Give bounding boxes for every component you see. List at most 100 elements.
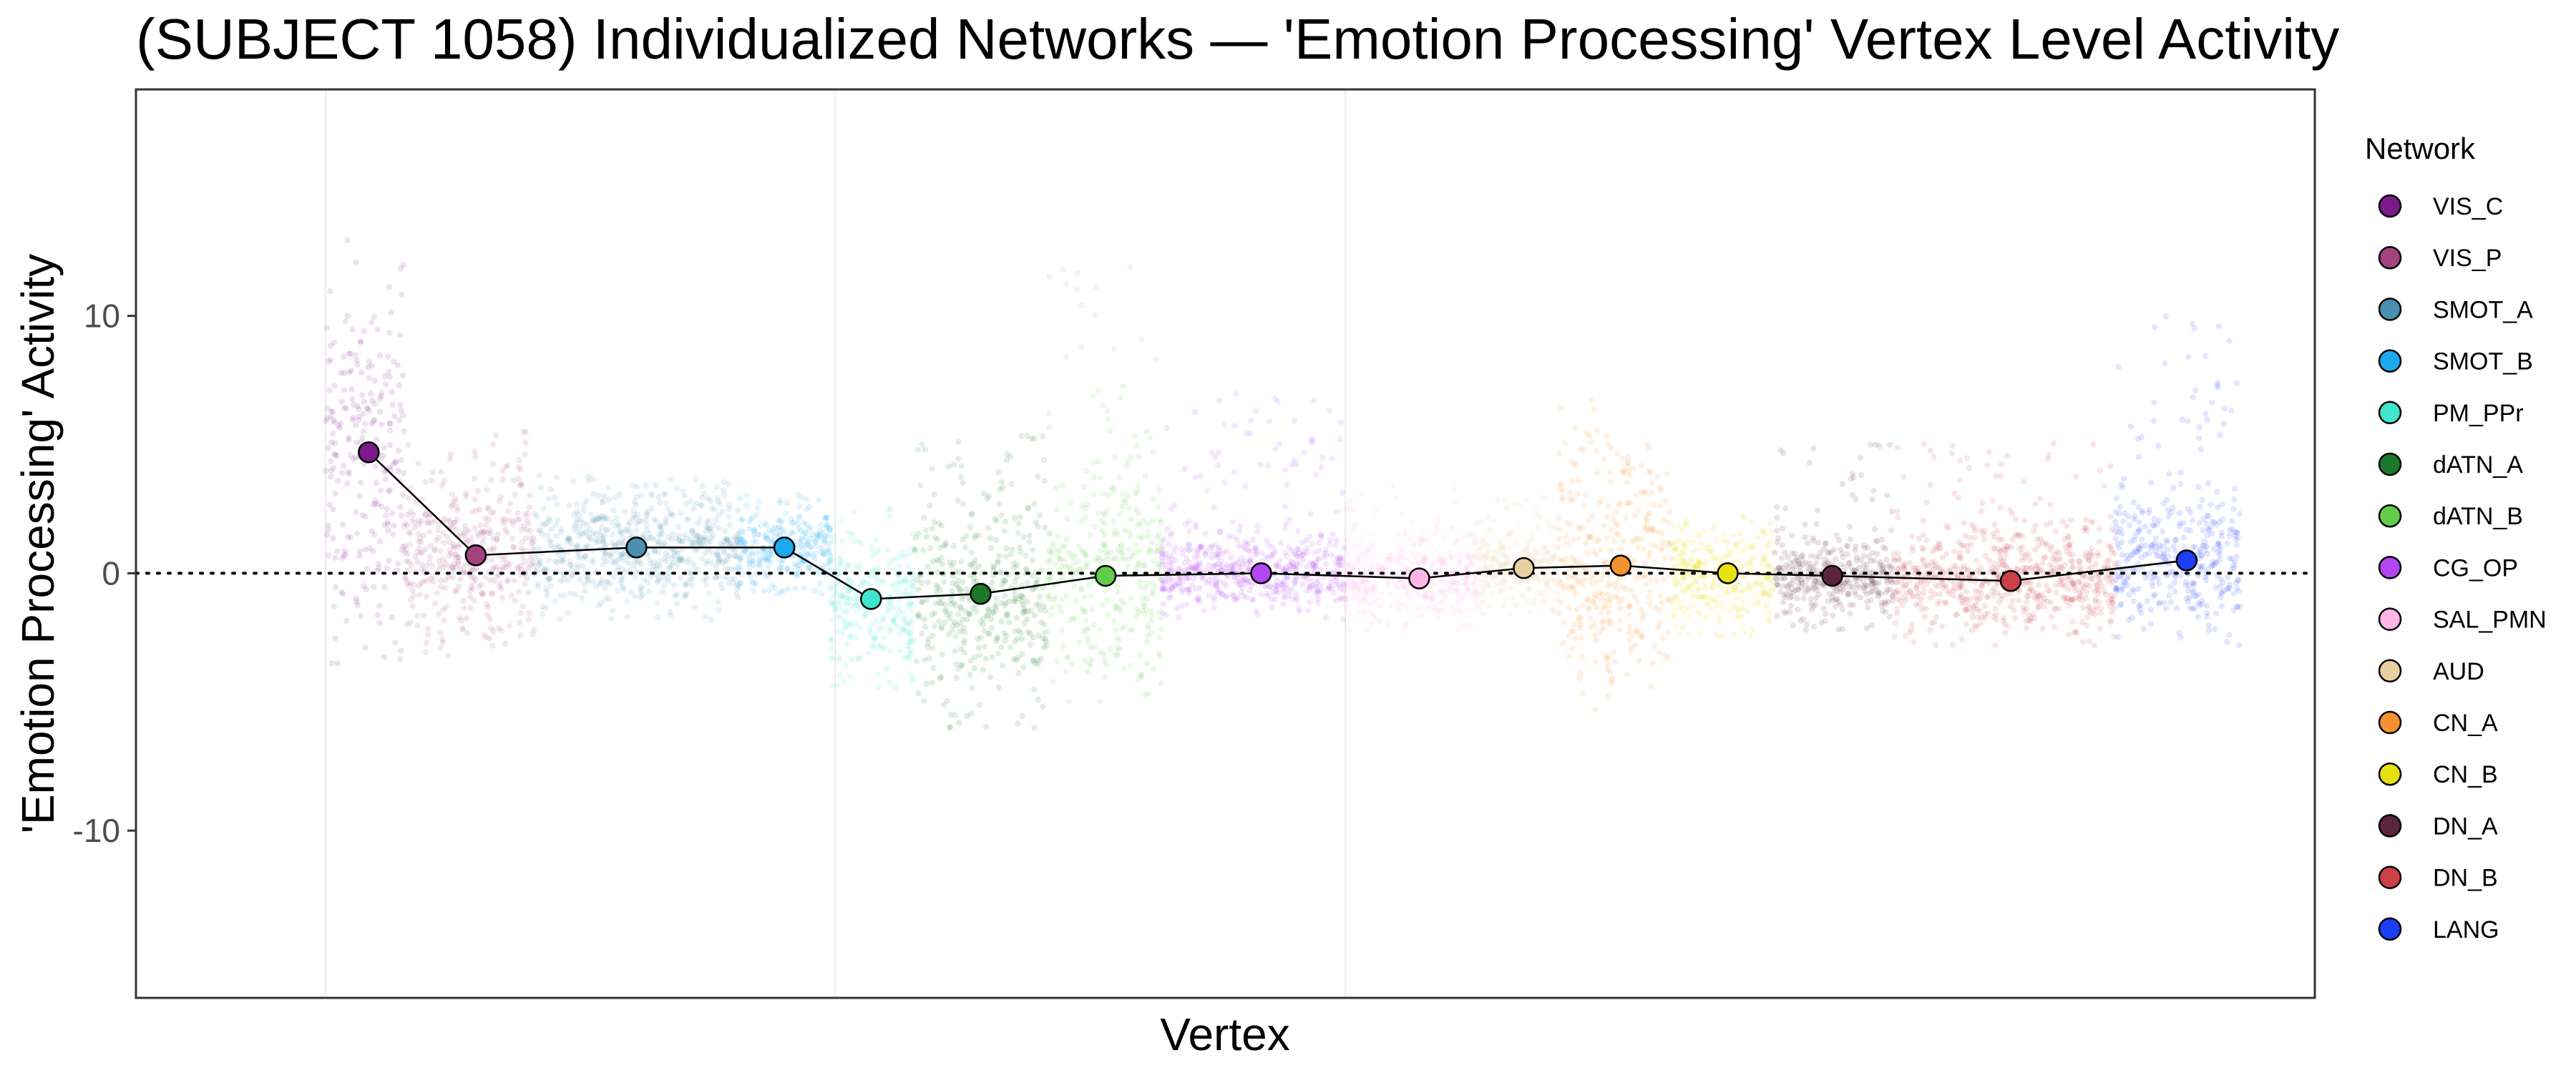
- vertex-point: [806, 564, 812, 570]
- vertex-point: [1492, 582, 1498, 588]
- vertex-point: [724, 538, 731, 544]
- vertex-point: [331, 419, 338, 426]
- vertex-point: [1253, 544, 1259, 551]
- vertex-point: [333, 584, 339, 590]
- vertex-point: [1194, 549, 1200, 556]
- vertex-point: [1438, 600, 1445, 607]
- vertex-point: [706, 590, 712, 597]
- vertex-point: [1153, 548, 1160, 555]
- vertex-point: [1766, 617, 1773, 624]
- vertex-point: [1591, 632, 1598, 639]
- vertex-point: [1127, 534, 1134, 540]
- vertex-point: [1428, 587, 1434, 594]
- vertex-point: [1777, 589, 1784, 595]
- vertex-point: [414, 622, 421, 629]
- vertex-point: [1581, 577, 1588, 583]
- vertex-point: [516, 588, 522, 595]
- vertex-point: [452, 589, 459, 595]
- vertex-point: [1048, 575, 1054, 582]
- vertex-point: [611, 542, 618, 549]
- vertex-point: [721, 479, 727, 486]
- vertex-point: [456, 554, 462, 561]
- vertex-point: [1136, 454, 1142, 460]
- vertex-point: [1449, 604, 1455, 611]
- vertex-point: [416, 538, 422, 545]
- vertex-point: [406, 582, 413, 589]
- vertex-point: [544, 589, 550, 595]
- vertex-point: [1375, 602, 1382, 609]
- vertex-point: [1853, 554, 1860, 561]
- vertex-point: [460, 530, 467, 537]
- vertex-point: [537, 527, 544, 534]
- vertex-point: [1024, 433, 1030, 439]
- vertex-point: [355, 416, 362, 423]
- vertex-point: [828, 636, 834, 642]
- vertex-point: [1002, 599, 1009, 607]
- vertex-point: [665, 579, 672, 585]
- vertex-point: [1712, 597, 1719, 603]
- vertex-point: [716, 574, 723, 580]
- vertex-point: [616, 523, 623, 529]
- vertex-point: [731, 534, 737, 542]
- vertex-point: [364, 566, 370, 572]
- vertex-point: [1779, 525, 1786, 532]
- vertex-point: [557, 557, 564, 564]
- vertex-point: [894, 624, 902, 630]
- vertex-point: [875, 547, 882, 554]
- vertex-point: [656, 533, 663, 539]
- vertex-point: [1046, 596, 1053, 602]
- vertex-point: [682, 594, 688, 600]
- vertex-point: [907, 640, 914, 646]
- vertex-point: [1763, 574, 1770, 582]
- vertex-point: [803, 534, 809, 541]
- vertex-point: [821, 552, 827, 558]
- vertex-point: [1136, 547, 1143, 554]
- vertex-point: [1000, 484, 1006, 491]
- vertex-point: [509, 521, 516, 528]
- vertex-point: [1559, 558, 1566, 564]
- vertex-point: [402, 575, 409, 582]
- vertex-point: [638, 493, 644, 499]
- vertex-point: [365, 364, 371, 371]
- vertex-point: [1496, 587, 1503, 593]
- vertex-point: [773, 529, 780, 536]
- vertex-point: [1533, 509, 1539, 516]
- vertex-point: [1404, 565, 1411, 572]
- vertex-point: [439, 482, 445, 489]
- vertex-point: [366, 358, 372, 365]
- vertex-point: [507, 623, 513, 629]
- vertex-point: [731, 553, 738, 559]
- vertex-point: [957, 628, 964, 635]
- vertex-point: [1312, 562, 1319, 569]
- vertex-point: [341, 548, 348, 554]
- vertex-point: [799, 536, 806, 542]
- vertex-point: [880, 614, 887, 621]
- vertex-point: [517, 562, 525, 569]
- vertex-point: [671, 582, 678, 589]
- vertex-point: [962, 544, 969, 551]
- vertex-point: [1870, 487, 1877, 494]
- vertex-point: [777, 557, 784, 564]
- vertex-point: [903, 655, 910, 661]
- vertex-point: [1096, 459, 1102, 465]
- vertex-point: [531, 510, 538, 516]
- vertex-point: [1716, 618, 1723, 624]
- vertex-point: [436, 567, 442, 573]
- vertex-point: [592, 530, 599, 537]
- vertex-point: [1151, 558, 1157, 564]
- vertex-point: [609, 519, 616, 526]
- vertex-point: [1579, 582, 1586, 589]
- vertex-point: [731, 566, 737, 572]
- vertex-point: [924, 534, 930, 540]
- vertex-point: [483, 521, 489, 528]
- vertex-point: [1075, 543, 1082, 549]
- vertex-point: [839, 593, 847, 600]
- vertex-point: [1221, 579, 1227, 587]
- vertex-point: [552, 598, 558, 604]
- vertex-point: [1035, 632, 1042, 639]
- vertex-point: [609, 540, 615, 547]
- vertex-point: [975, 645, 982, 651]
- vertex-point: [324, 415, 331, 421]
- vertex-point: [494, 531, 502, 538]
- vertex-point: [1345, 551, 1351, 558]
